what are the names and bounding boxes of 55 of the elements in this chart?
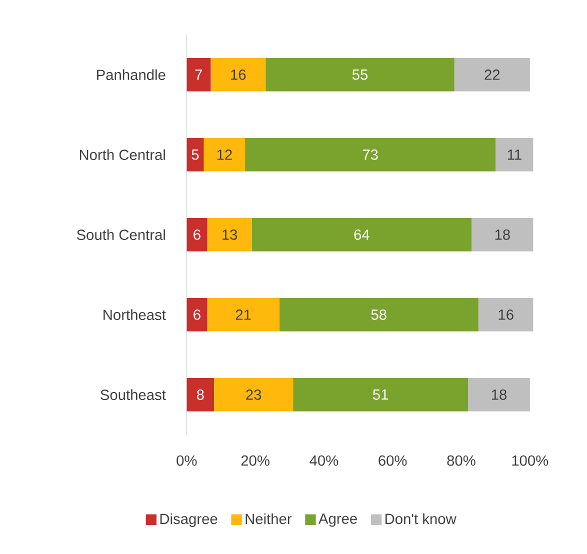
data-label: 51 (373, 390, 388, 400)
bar (204, 138, 246, 172)
data-label: 64 (354, 229, 370, 240)
data-label: 7 (195, 70, 202, 80)
bar (454, 58, 530, 92)
data-label: 6 (194, 309, 200, 320)
bar (186, 218, 208, 252)
bar (472, 218, 534, 252)
data-label: 21 (236, 310, 251, 320)
legend-label: Neither (246, 513, 292, 524)
bar (245, 138, 496, 172)
data-label: 13 (222, 229, 238, 240)
bar (468, 378, 530, 412)
bar (207, 218, 252, 252)
bar (186, 138, 204, 172)
bar (186, 58, 211, 92)
data-label: 58 (371, 309, 386, 320)
y-tick-label: Panhandle (97, 69, 166, 80)
data-label: 73 (362, 149, 378, 160)
legend-label: Agree (318, 514, 357, 527)
bar (186, 378, 214, 412)
data-label: 55 (352, 70, 368, 80)
x-tick-label: 60% (378, 455, 407, 466)
bar (186, 298, 208, 332)
y-tick-label: Southeast (100, 389, 166, 400)
data-label: 12 (217, 150, 232, 160)
data-label: 23 (246, 389, 262, 400)
legend-label: Don't know (386, 513, 456, 524)
bar (207, 298, 280, 332)
data-label: 8 (196, 389, 204, 400)
bar (252, 218, 472, 252)
bar (210, 58, 266, 92)
y-tick-label: Northeast (104, 309, 166, 320)
bar (496, 138, 534, 172)
x-tick-label: 0% (176, 455, 197, 466)
bar (214, 378, 294, 412)
data-label: 6 (194, 229, 200, 240)
y-tick-label: South Central (76, 229, 165, 240)
bar (279, 298, 478, 332)
bar (266, 58, 454, 92)
y-tick-label: North Central (80, 149, 165, 160)
legend-label: Disagree (160, 513, 218, 527)
x-tick-label: 80% (447, 455, 476, 466)
x-tick-label: 40% (310, 455, 338, 466)
data-label: 18 (492, 389, 507, 400)
bar (293, 378, 468, 412)
data-label: 16 (498, 309, 514, 320)
data-label: 16 (231, 69, 246, 80)
data-label: 18 (495, 229, 510, 240)
bar (478, 298, 534, 332)
data-label: 5 (192, 150, 199, 160)
data-label: 22 (484, 70, 500, 80)
x-tick-label: 20% (241, 455, 270, 466)
data-label: 11 (508, 150, 522, 160)
x-tick-label: 100% (512, 455, 548, 466)
